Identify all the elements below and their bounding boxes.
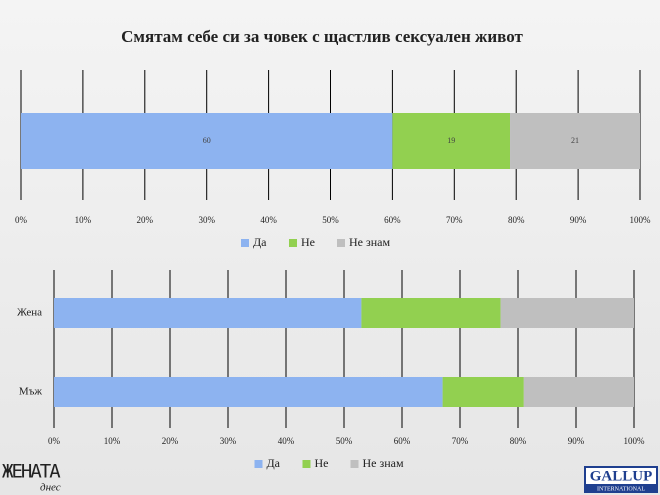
x-tick-label: 80% [508, 215, 525, 225]
x-tick-label: 90% [570, 215, 587, 225]
x-tick-label: 50% [322, 215, 339, 225]
x-tick-label: 50% [336, 436, 353, 446]
logo-right: GALLUP INTERNATIONAL [584, 466, 658, 493]
bar-segment [510, 113, 640, 169]
logo-sub: днес [40, 482, 61, 494]
x-tick-label: 30% [198, 215, 215, 225]
legend-label: Да [253, 235, 267, 249]
logo-left: ЖЕНАТА днес [2, 461, 63, 494]
category-label: Мъж [19, 386, 42, 398]
legend-swatch [241, 239, 249, 247]
bar-segment [523, 377, 634, 407]
legend-swatch [302, 460, 311, 468]
bar-segment [361, 298, 501, 328]
logo-sub: INTERNATIONAL [597, 486, 645, 492]
logo-inner [586, 468, 656, 484]
bar-segment [54, 298, 362, 328]
x-tick-label: 40% [278, 436, 295, 446]
x-tick-label: 40% [260, 215, 277, 225]
x-tick-label: 70% [446, 215, 463, 225]
x-tick-label: 100% [630, 215, 652, 225]
x-tick-label: 10% [104, 436, 121, 446]
legend-label: Да [267, 456, 281, 470]
legend-swatch [289, 239, 297, 247]
data-label: 60 [203, 136, 211, 145]
x-tick-label: 20% [162, 436, 179, 446]
legend-swatch [350, 460, 359, 468]
legend-swatch [254, 460, 263, 468]
data-label: 19 [447, 136, 455, 145]
x-tick-label: 60% [394, 436, 411, 446]
logo-text: GALLUP [590, 468, 653, 484]
x-tick-label: 60% [384, 215, 401, 225]
x-tick-label: 80% [510, 436, 527, 446]
legend-swatch [337, 239, 345, 247]
x-tick-label: 30% [220, 436, 237, 446]
x-tick-label: 100% [624, 436, 646, 446]
data-label: 21 [571, 136, 579, 145]
x-tick-label: 0% [15, 215, 28, 225]
bar-segment [21, 113, 393, 169]
legend-label: Не [301, 235, 315, 249]
x-tick-label: 20% [137, 215, 154, 225]
legend-label: Не знам [363, 456, 404, 470]
x-tick-label: 70% [452, 436, 469, 446]
logo-text: ЖЕНАТА [2, 461, 61, 483]
legend-label: Не знам [349, 235, 390, 249]
bar-segment [442, 377, 524, 407]
x-tick-label: 0% [48, 436, 61, 446]
bar-segment [392, 113, 511, 169]
legend-label: Не [315, 456, 329, 470]
chart-title: Смятам себе си за човек с щастлив сексуа… [121, 27, 523, 46]
x-tick-label: 90% [568, 436, 585, 446]
category-label: Жена [17, 307, 42, 319]
bar-segment [500, 298, 634, 328]
bar-segment [54, 377, 443, 407]
x-tick-label: 10% [75, 215, 92, 225]
